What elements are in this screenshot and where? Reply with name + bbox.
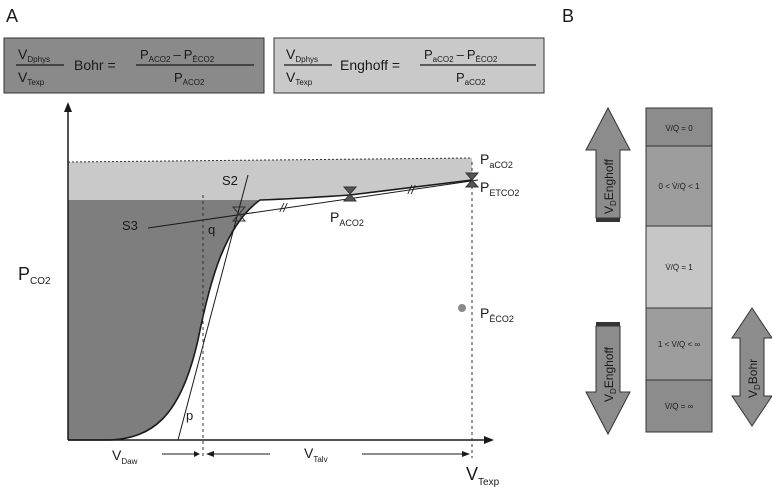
capnogram-curve	[68, 179, 473, 441]
p-label: p	[186, 408, 193, 423]
svg-text:PaCO2–PĒCO2: PaCO2– PĒCO2	[424, 47, 498, 64]
x-axis-arrowhead	[484, 436, 494, 444]
enghoff-up-arrow-label: VDEnghoff	[602, 158, 618, 214]
enghoff-up-arrow: VDEnghoff	[585, 106, 631, 222]
svg-text:VDphys: VDphys	[18, 46, 50, 64]
vq-bin-high-label: 1 < V̇/Q̇ < ∞	[658, 340, 700, 349]
q-label: q	[208, 222, 215, 237]
bohr-name: Bohr =	[74, 57, 116, 73]
arterial-pco2-label: PaCO2	[480, 151, 513, 170]
x-axis-label: VTexp	[466, 464, 500, 488]
slash-mark-2: //	[407, 183, 416, 197]
mixed-expired-pco2-label: PĒCO2	[480, 305, 514, 324]
enghoff-formula-box: VDphys VTexp Enghoff = PaCO2– PĒCO2 PaCO2	[273, 37, 545, 94]
vq-bin-one-label: V̇/Q̇ = 1	[665, 263, 693, 272]
arterial-pco2-line	[67, 157, 473, 163]
vdaw-label: VDaw	[112, 447, 138, 466]
svg-text:VTexp: VTexp	[18, 69, 45, 87]
mixed-expired-point	[458, 304, 466, 312]
y-axis-label: PCO2	[18, 264, 51, 287]
petco2-marker	[464, 172, 480, 188]
vq-bin-low-label: 0 < V̇/Q̇ < 1	[659, 182, 700, 191]
vq-bin-low	[645, 145, 713, 227]
bohr-double-arrow: VDBohr	[731, 307, 772, 427]
panel-b-letter: B	[562, 6, 574, 26]
bohr-arrow-label: VDBohr	[746, 359, 762, 398]
enghoff-down-arrow-label: VDEnghoff	[602, 346, 618, 402]
svg-text:PACO2–PĒCO2: PACO2– PĒCO2	[140, 47, 215, 64]
svg-text:PACO2: PACO2	[174, 70, 205, 87]
enghoff-down-arrow: VDEnghoff	[585, 322, 631, 436]
enghoff-name: Enghoff =	[340, 57, 400, 73]
end-tidal-pco2-label: PETCO2	[480, 179, 519, 198]
vq-bin-infinite-label: V̇/Q̇ = ∞	[665, 402, 694, 411]
paco2-marker	[342, 186, 358, 202]
vq-bin-infinite	[645, 379, 713, 433]
svg-text:VTexp: VTexp	[286, 69, 313, 87]
vq-bin-high	[645, 307, 713, 381]
s2-slope-line	[177, 174, 249, 441]
svg-text:PaCO2: PaCO2	[456, 70, 486, 87]
s2-label: S2	[222, 173, 238, 188]
vq-bin-one	[645, 225, 713, 309]
bohr-formula-box: VDphys VTexp Bohr = PACO2– PĒCO2 PACO2	[3, 37, 265, 94]
svg-text:VDphys: VDphys	[286, 46, 318, 64]
s2-s3-intersection-marker	[231, 206, 247, 222]
y-axis-arrowhead	[64, 102, 72, 112]
panel-a-letter: A	[6, 6, 18, 26]
vq-bin-zero-label: V̇/Q̇ = 0	[665, 124, 693, 133]
enghoff-band	[68, 158, 472, 200]
vtalv-label: VTalv	[304, 445, 328, 464]
bohr-dead-space-region	[68, 200, 260, 440]
alveolar-pco2-label: PACO2	[330, 209, 364, 228]
s3-label: S3	[122, 218, 138, 233]
slash-mark-1: //	[279, 201, 288, 215]
vq-bins-column: V̇/Q̇ = 0 0 < V̇/Q̇ < 1 V̇/Q̇ = 1 1 < V̇…	[645, 107, 713, 433]
